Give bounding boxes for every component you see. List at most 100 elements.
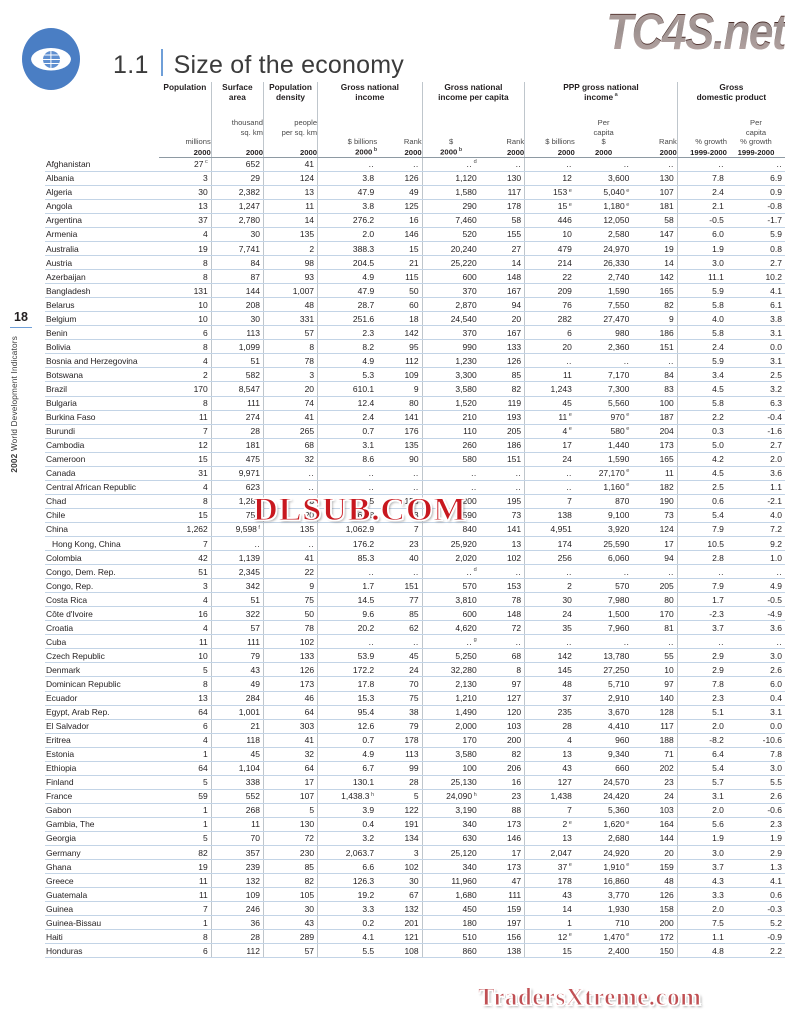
- cell-ppp: 4: [524, 733, 575, 748]
- cell-area: 118: [210, 733, 264, 748]
- cell-value: 0.3: [712, 426, 724, 437]
- cell-value: 4: [203, 229, 208, 240]
- cell-value: 2,740: [608, 271, 630, 282]
- group-gni: Gross national income: [317, 82, 423, 118]
- cell-area: 552: [210, 789, 264, 804]
- cell-gnipc: 110: [421, 424, 480, 439]
- cell-value: 2: [567, 580, 572, 591]
- cell-ppp: 12 e: [524, 929, 575, 945]
- cell-pop: 4: [158, 733, 212, 748]
- cell-pop: 8: [158, 676, 212, 692]
- cell-gdppc: 2.2: [726, 943, 785, 959]
- unit-ppp-blank: [524, 118, 575, 128]
- cell-value: 55: [664, 650, 674, 661]
- cell-gni-rank: 60: [377, 297, 423, 313]
- unit2-pop-blank: [159, 128, 211, 138]
- year-pop: 2000: [158, 147, 212, 158]
- cell-value: 5.2: [770, 917, 782, 928]
- cell-gdp: 5.8: [676, 396, 727, 411]
- cell-value: 25,220: [450, 257, 477, 268]
- cell-gdppc: 5.2: [726, 915, 785, 931]
- cell-ppp: 11: [524, 367, 575, 383]
- cell-value: 6.7: [362, 763, 375, 774]
- cell-value: 125: [404, 201, 419, 212]
- cell-value: 3.3: [712, 889, 724, 900]
- cell-value: 3: [413, 847, 419, 858]
- cell-value: -0.5: [709, 215, 724, 226]
- cell-value: 2,382: [238, 187, 260, 198]
- cell-value: 652: [245, 159, 260, 170]
- cell-value: 24,970: [603, 243, 630, 254]
- year-area: 2000: [210, 147, 264, 158]
- cell-value: 151: [659, 341, 674, 352]
- cell-ppp: 1,243: [524, 381, 575, 397]
- cell-gni: 4.1: [317, 929, 378, 945]
- cell-value: 1,099: [238, 341, 260, 352]
- cell-gnipc: 600: [421, 606, 480, 622]
- cell-value: 173: [506, 819, 522, 830]
- cell-area: 36: [210, 915, 264, 931]
- country-name-cell: Eritrea: [45, 733, 159, 748]
- cell-value: 1,139: [238, 552, 260, 563]
- cell-value: 57: [304, 327, 315, 338]
- cell-gdppc: 3.2: [726, 381, 785, 397]
- chapter-title-text: Size of the economy: [173, 51, 404, 79]
- cell-value: 134: [404, 833, 419, 844]
- cell-value: 5.8: [712, 299, 724, 310]
- cell-gnipc: 100: [421, 761, 480, 776]
- cell-value: 4: [203, 735, 208, 746]
- cell-value: 200: [506, 735, 522, 746]
- cell-gnipc-rank: 156: [479, 929, 525, 945]
- cell-value: 126: [299, 664, 315, 675]
- cell-value: 2,020: [455, 552, 477, 563]
- group-surface-area-line2: area: [228, 92, 246, 103]
- cell-gnipc: 2,000: [421, 719, 480, 734]
- cell-ppppc: 5,560: [574, 396, 633, 411]
- country-name-cell: Estonia: [45, 747, 159, 762]
- year-gni-rank: 2000: [377, 147, 423, 158]
- cell-gni: ..: [317, 480, 378, 495]
- country-name-cell: Bolivia: [45, 339, 159, 355]
- cell-gni: 8.2: [317, 339, 378, 355]
- cell-gni-rank: 102: [377, 859, 423, 875]
- cell-value: 2,000: [455, 721, 477, 732]
- cell-value: 51: [250, 355, 260, 366]
- unit-pop: millions: [185, 137, 211, 147]
- cell-gnipc: 2,870: [421, 297, 480, 313]
- cell-area: 338: [210, 775, 264, 790]
- cell-gni: 1.7: [317, 578, 378, 594]
- cell-gnipc-rank: 14: [479, 255, 525, 271]
- cell-dens: 82: [262, 873, 318, 889]
- title-divider: [160, 49, 163, 76]
- cell-value: 140: [659, 693, 674, 704]
- cell-gdppc: 3.1: [726, 353, 785, 369]
- cell-value: 180: [462, 917, 477, 928]
- cell-value: 1,243: [550, 383, 572, 394]
- cell-value: 142: [404, 327, 419, 338]
- cell-area: 29: [210, 171, 264, 186]
- cell-pop: 12: [158, 438, 212, 453]
- cell-gnipc-rank: 173: [479, 859, 525, 875]
- cell-value: 1,580: [455, 187, 477, 198]
- cell-value: 64: [198, 763, 208, 774]
- cell-value: 1,104: [238, 763, 260, 774]
- cell-gnipc-rank: 111: [479, 887, 525, 903]
- country-name-cell: Bosnia and Herzegovina: [45, 353, 159, 369]
- cell-area: 9,971: [210, 466, 264, 481]
- cell-footnote: e: [568, 426, 572, 433]
- cell-gni: 172.2: [317, 662, 378, 678]
- cell-value: 8: [203, 271, 208, 282]
- cell-value: 12: [562, 173, 572, 184]
- cell-ppppc: 24,420: [574, 789, 633, 804]
- cell-gni-rank: 95: [377, 339, 423, 355]
- cell-gnipc: 290: [421, 199, 480, 214]
- table-row: Haiti 8 28 289 4.1 121 510 156 12 e 1,470 e 172 1.1 -0…: [45, 929, 785, 945]
- cell-value: ..: [566, 482, 572, 493]
- cell-ppppc: 27,250: [574, 662, 633, 678]
- cell-value: 8: [203, 257, 208, 268]
- cell-gni-rank: 18: [377, 311, 423, 327]
- table-row: Congo, Dem. Rep. 51 2,345 22...... d........…: [45, 564, 785, 580]
- cell-gdppc: 3.0: [726, 648, 785, 664]
- cell-gdppc: -0.3: [726, 901, 785, 917]
- cell-area: 1,099: [210, 339, 264, 355]
